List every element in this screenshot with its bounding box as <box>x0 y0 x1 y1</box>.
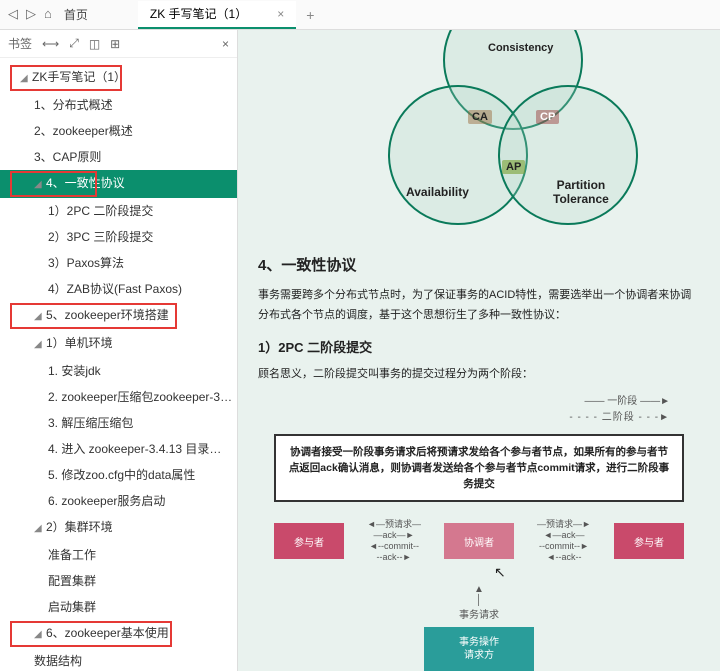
flow-node-coordinator: 协调者 <box>444 523 514 559</box>
tree-item[interactable]: 配置集群 <box>0 568 237 594</box>
tab-active[interactable]: ZK 手写笔记（1） × <box>138 1 296 29</box>
venn-label: Consistency <box>488 42 553 54</box>
tree-item[interactable]: ◢6、zookeeper基本使用 <box>0 620 237 648</box>
tree-item[interactable]: 2）3PC 三阶段提交 <box>0 224 237 250</box>
venn-label-ca: CA <box>468 110 492 124</box>
tool-icon[interactable]: ⤢ <box>69 36 79 51</box>
tree-item[interactable]: 2、zookeeper概述 <box>0 118 237 144</box>
bookmarks-label: 书签 <box>8 35 32 52</box>
section-desc: 事务需要跨多个分布式节点时，为了保证事务的ACID特性，需要选举出一个协调者来协… <box>258 285 700 325</box>
back-icon[interactable]: ◁ <box>8 6 18 23</box>
flow-diagram: 协调者接受一阶段事务请求后将预请求发给各个参与者节点，如果所有的参与者节点返回a… <box>274 434 684 671</box>
flow-node-client: 事务操作请求方 <box>424 627 534 671</box>
home-icon[interactable]: ⌂ <box>44 6 52 23</box>
tool-icon[interactable]: ⊞ <box>110 37 120 51</box>
content-area: Consistency Availability PartitionTolera… <box>238 30 720 671</box>
legend-line: —— 一阶段 ——► <box>258 394 670 410</box>
tree-item[interactable]: ◢4、一致性协议 <box>0 170 237 198</box>
cursor-icon: ↖ <box>494 564 506 581</box>
venn-label: Availability <box>406 185 469 199</box>
add-tab-icon[interactable]: + <box>306 7 314 23</box>
tree-item[interactable]: ◢2）集群环境 <box>0 514 237 542</box>
bookmark-tree: ◢ZK手写笔记（1）1、分布式概述2、zookeeper概述3、CAP原则◢4、… <box>0 58 237 671</box>
tool-icon[interactable]: ◫ <box>89 37 100 51</box>
tree-item[interactable]: 1）2PC 二阶段提交 <box>0 198 237 224</box>
venn-label-ap: AP <box>502 160 525 174</box>
home-label[interactable]: 首页 <box>64 6 88 23</box>
section-heading: 4、一致性协议 <box>258 254 700 275</box>
venn-diagram: Consistency Availability PartitionTolera… <box>258 30 700 230</box>
tree-item[interactable]: 启动集群 <box>0 594 237 620</box>
venn-label-cp: CP <box>536 110 559 124</box>
topbar: ◁ ▷ ⌂ 首页 ZK 手写笔记（1） × + <box>0 0 720 30</box>
tree-item[interactable]: 3、CAP原则 <box>0 144 237 170</box>
sidebar: 书签 ⟷ ⤢ ◫ ⊞ × ◢ZK手写笔记（1）1、分布式概述2、zookeepe… <box>0 30 238 671</box>
close-icon[interactable]: × <box>222 37 229 51</box>
tree-item[interactable]: 5. 修改zoo.cfg中的data属性 <box>0 462 237 488</box>
tree-item[interactable]: 4）ZAB协议(Fast Paxos) <box>0 276 237 302</box>
flow-arrows: —预请求—►◄—ack—--commit--►◄--ack-- <box>514 519 614 563</box>
flow-down-arrow: ▲│事务请求 <box>274 584 684 621</box>
flow-node-participant: 参与者 <box>614 523 684 559</box>
tree-item[interactable]: 数据结构 <box>0 648 237 671</box>
tab-title: ZK 手写笔记（1） <box>150 5 247 22</box>
flow-node-participant: 参与者 <box>274 523 344 559</box>
tree-item[interactable]: 准备工作 <box>0 542 237 568</box>
close-icon[interactable]: × <box>277 7 284 21</box>
venn-label: PartitionTolerance <box>553 178 609 206</box>
flow-arrows: ◄—预请求——ack—►◄--commit----ack--► <box>344 519 444 563</box>
sidebar-tools: 书签 ⟷ ⤢ ◫ ⊞ × <box>0 30 237 58</box>
tree-item[interactable]: 1. 安装jdk <box>0 358 237 384</box>
tree-item[interactable]: ◢1）单机环境 <box>0 330 237 358</box>
tree-item[interactable]: 6. zookeeper服务启动 <box>0 488 237 514</box>
forward-icon[interactable]: ▷ <box>26 6 36 23</box>
tree-item[interactable]: 1、分布式概述 <box>0 92 237 118</box>
tool-icon[interactable]: ⟷ <box>42 37 59 51</box>
tree-item[interactable]: ◢ZK手写笔记（1） <box>0 64 237 92</box>
tree-item[interactable]: 2. zookeeper压缩包zookeeper-3.4.6.tar.gz… <box>0 384 237 410</box>
legend-line: - - - - 二阶段 - - -► <box>258 410 670 426</box>
nav-icons: ◁ ▷ ⌂ 首页 <box>8 6 88 23</box>
tree-item[interactable]: ◢5、zookeeper环境搭建 <box>0 302 237 330</box>
legend: —— 一阶段 ——► - - - - 二阶段 - - -► <box>258 394 700 426</box>
flow-row: 参与者 ◄—预请求——ack—►◄--commit----ack--► 协调者 … <box>274 516 684 566</box>
subsection-desc: 顾名思义，二阶段提交叫事务的提交过程分为两个阶段： <box>258 364 700 384</box>
tree-item[interactable]: 4. 进入 zookeeper-3.4.13 目录，创建 data 文… <box>0 436 237 462</box>
flow-message: 协调者接受一阶段事务请求后将预请求发给各个参与者节点，如果所有的参与者节点返回a… <box>274 434 684 502</box>
tree-item[interactable]: 3. 解压缩压缩包 <box>0 410 237 436</box>
subsection-heading: 1）2PC 二阶段提交 <box>258 337 700 356</box>
tree-item[interactable]: 3）Paxos算法 <box>0 250 237 276</box>
